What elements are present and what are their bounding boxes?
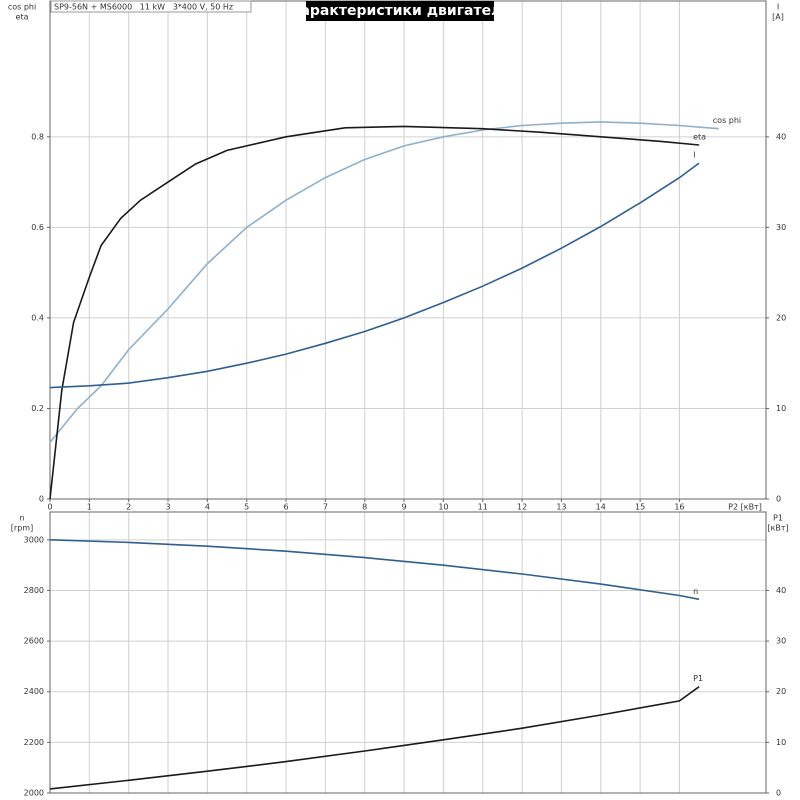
y-tick-label: 2800: [24, 586, 44, 595]
y2-tick-label: 40: [776, 132, 786, 141]
title-box: Характеристики двигателя: [290, 1, 511, 21]
x-tick-label: 7: [323, 503, 328, 512]
series-line: [49, 121, 719, 443]
plot-frame: [49, 0, 767, 500]
y2-axis-label: I: [777, 3, 779, 12]
y2-axis-label: [A]: [772, 13, 784, 22]
chart-title: Характеристики двигателя: [290, 3, 511, 19]
y2-axis-label: [кВт]: [767, 524, 788, 533]
x-tick-label: 1: [87, 503, 92, 512]
y2-tick-label: 20: [776, 687, 786, 696]
series-line: [49, 686, 700, 790]
x-tick-label: 6: [283, 503, 288, 512]
y2-tick-label: 10: [776, 404, 786, 413]
x-tick-label: 14: [596, 503, 606, 512]
y-tick-label: 0.8: [31, 132, 44, 141]
y-axis-label: cos phi: [8, 3, 36, 12]
x-tick-label: 0: [47, 503, 52, 512]
y-tick-label: 3000: [24, 535, 44, 544]
y2-tick-label: 20: [776, 313, 786, 322]
title-bg: [306, 1, 494, 21]
y2-tick-label: 40: [776, 586, 786, 595]
series-line: [49, 539, 700, 601]
y-axis-label: eta: [16, 13, 29, 22]
x-tick-label: 11: [478, 503, 488, 512]
y-tick-label: 2000: [24, 789, 44, 798]
y-tick-label: 0.6: [31, 223, 44, 232]
y2-tick-label: 0: [776, 495, 781, 504]
x-tick-label: 13: [556, 503, 566, 512]
x-tick-label: 4: [205, 503, 210, 512]
y-axis-label: n: [19, 514, 24, 523]
x-tick-label: 9: [402, 503, 407, 512]
y-tick-label: 2400: [24, 687, 44, 696]
x-axis-label: P2 [кВт]: [728, 503, 762, 512]
y-tick-label: 0.4: [31, 313, 44, 322]
plot-frame: [49, 511, 767, 794]
series-line: [49, 162, 700, 389]
x-tick-label: 16: [674, 503, 684, 512]
y2-tick-label: 30: [776, 637, 786, 646]
y2-tick-label: 0: [776, 789, 781, 798]
y-axis-label: [rpm]: [11, 524, 33, 533]
series-label: cos phi: [713, 116, 741, 125]
y-tick-label: 2200: [24, 738, 44, 747]
x-tick-label: 10: [438, 503, 448, 512]
x-tick-label: 15: [635, 503, 645, 512]
y2-tick-label: 10: [776, 738, 786, 747]
x-tick-label: 3: [165, 503, 170, 512]
x-tick-label: 5: [244, 503, 249, 512]
series-label: P1: [693, 674, 703, 683]
y2-tick-label: 30: [776, 223, 786, 232]
y2-axis-label: P1: [773, 514, 783, 523]
series-label: I: [693, 151, 695, 160]
x-tick-label: 8: [362, 503, 367, 512]
y-tick-label: 2600: [24, 637, 44, 646]
subtitle-box: [50, 0, 252, 13]
series-line: [49, 125, 700, 500]
y-tick-label: 0: [39, 495, 44, 504]
chart-subtitle: SP9-56N + MS6000 11 kW 3*400 V, 50 Hz: [54, 3, 233, 12]
x-tick-label: 2: [126, 503, 131, 512]
series-label: n: [693, 587, 698, 596]
series-label: eta: [693, 132, 706, 141]
x-tick-label: 12: [517, 503, 527, 512]
y-tick-label: 0.2: [31, 404, 44, 413]
